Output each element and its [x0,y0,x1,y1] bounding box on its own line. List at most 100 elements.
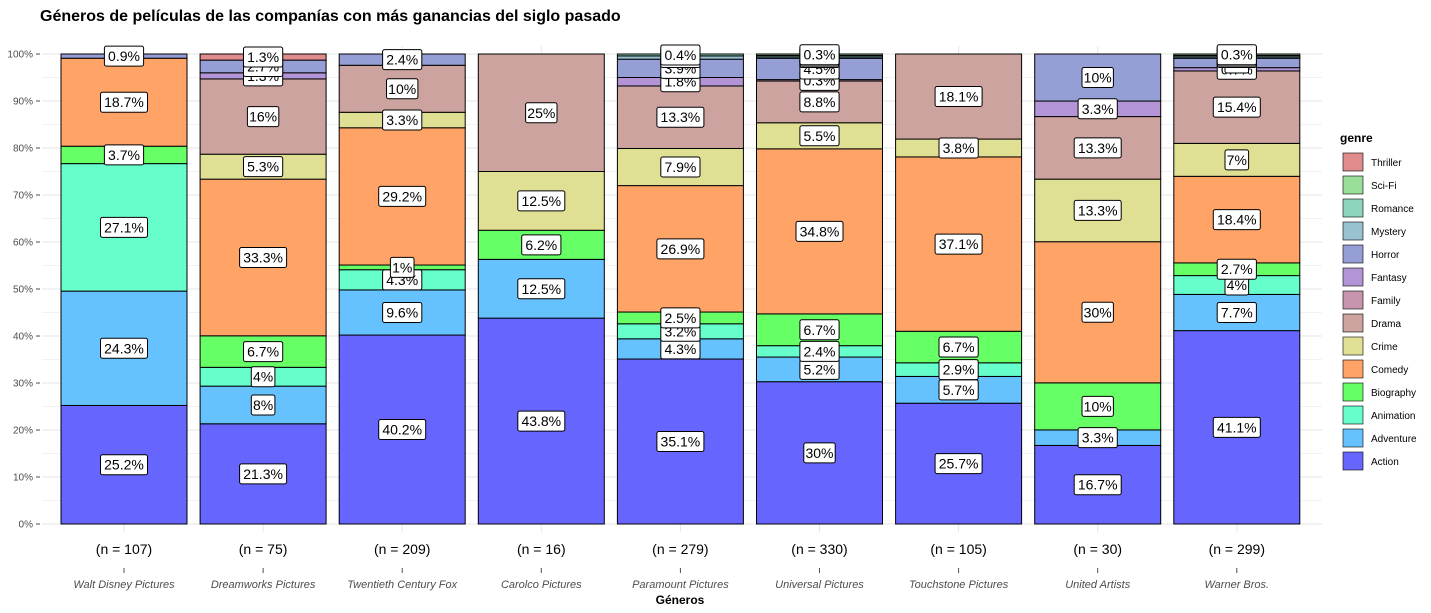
segment-label: 15.4% [1212,96,1261,118]
legend-swatch-fantasy [1342,267,1364,287]
segment-label: 5.7% [938,379,979,401]
legend: genre Thriller Sci-Fi Romance Mystery Horror… [1340,131,1417,471]
segment-label-box [103,45,145,67]
n-label: (n = 30) [1073,541,1122,557]
segment-label-text: 0.4% [664,47,696,63]
legend-swatch-biography [1342,382,1364,402]
segment-label-box [1212,209,1261,231]
y-tick-label: 20% [13,426,33,437]
segment-label-box [660,156,701,178]
segment-label-box [243,46,284,68]
segment-label-box [1077,98,1118,120]
segment-label: 34.8% [795,220,844,242]
segment-label-box [239,246,288,268]
n-label: (n = 16) [517,541,566,557]
legend-label: Action [1371,457,1399,468]
segment-label: 30% [1081,301,1114,323]
segment-label-text: 6.2% [525,237,557,253]
segment-label-text: 1% [392,259,412,275]
segment-label-text: 7.9% [664,159,696,175]
segment-label-box [1073,474,1122,496]
x-tick-label: Twentieth Century Fox [347,579,457,591]
segment-label-box [239,463,288,485]
segment-label: 13.3% [1073,137,1122,159]
segment-label-text: 4% [253,369,273,385]
legend-label: Drama [1371,319,1401,330]
segment-label: 37.1% [934,233,983,255]
segment-label: 6.7% [243,341,284,363]
segment-label: 9.6% [382,302,423,323]
segment-label-box [934,453,983,475]
segment-label-text: 34.8% [800,223,840,239]
segment-label-text: 6.7% [943,339,975,355]
segment-label-text: 26.9% [661,241,701,257]
segment-label-box [382,109,423,131]
segment-labels: 25.2% 24.3% 27.1% 3.7% 18.7% 0.9% 21.3% 8% 4% 6.7… [100,44,1261,496]
y-tick-label: 0% [19,520,34,531]
segment-label: 2.4% [382,49,423,71]
legend-label: Thriller [1371,158,1402,169]
segment-label-box [517,190,566,212]
segment-label: 5.2% [799,358,840,380]
segment-label: 41.1% [1212,416,1261,438]
segment-label-text: 1.3% [247,49,279,65]
legend-title: genre [1340,131,1373,145]
segment-label-text: 18.1% [939,89,979,105]
segment-label-text: 2.5% [664,310,696,326]
segment-label: 4% [250,366,276,388]
segment-label-box [517,410,566,432]
segment-label-box [938,336,979,358]
segment-label-text: 0.3% [1221,47,1253,63]
segment-label-box [799,340,840,362]
segment-label: 10% [1081,67,1114,89]
segment-label: 8.8% [799,91,840,113]
segment-label: 5.3% [243,156,284,178]
segment-label: 10% [386,78,419,100]
segment-label-text: 9.6% [386,305,418,321]
segment-label: 4% [1224,274,1250,296]
x-axis: (n = 107) Walt Disney Pictures (n = 75) Dre… [73,541,1269,591]
segment-label: 3.3% [382,109,423,131]
segment-label-box [378,419,427,441]
segment-label: 6.2% [521,234,562,256]
segment-label-box [1081,301,1114,323]
n-label: (n = 105) [930,541,986,557]
x-tick-label: Touchstone Pictures [909,579,1009,591]
segment-label: 27.1% [100,216,148,238]
segment-label-text: 33.3% [243,249,283,265]
legend-swatch-horror [1342,244,1364,264]
segment-label-box [1081,395,1114,417]
segment-label-text: 7% [1227,152,1247,168]
legend-label: Family [1371,296,1400,307]
segment-label-text: 2.9% [943,362,975,378]
legend-swatch-comedy [1342,359,1364,379]
segment-label: 12.5% [517,278,566,300]
legend-swatch-animation [1342,405,1364,425]
n-label: (n = 330) [791,541,847,557]
segment-label: 3.3% [1077,427,1118,449]
segment-label: 2.9% [938,359,979,381]
segment-label: 7.7% [1216,302,1257,324]
segment-label-box [517,278,566,300]
segment-label: 24.3% [100,337,148,359]
legend-swatch-action [1342,451,1364,471]
segment-label: 25% [525,102,558,124]
segment-label-text: 15.4% [1217,99,1257,115]
segment-label-text: 4% [1227,277,1247,293]
x-tick-label: Paramount Pictures [632,579,729,591]
x-tick-label: United Artists [1065,579,1131,591]
legend-label: Horror [1371,250,1400,261]
segment-label-box [934,86,983,108]
segment-label: 5.5% [799,125,840,147]
segment-label-box [100,216,148,238]
segment-label-box [1216,258,1257,280]
segment-label: 8% [250,394,276,416]
x-tick-label: Walt Disney Pictures [73,579,175,591]
segment-label: 0.9% [103,45,145,67]
y-tick-label: 30% [13,379,33,390]
segment-label-text: 35.1% [661,434,701,450]
segment-label-text: 3.7% [108,147,140,163]
segment-label: 4.3% [660,338,701,360]
segment-label-box [1212,416,1261,438]
segment-label-box [525,102,558,124]
